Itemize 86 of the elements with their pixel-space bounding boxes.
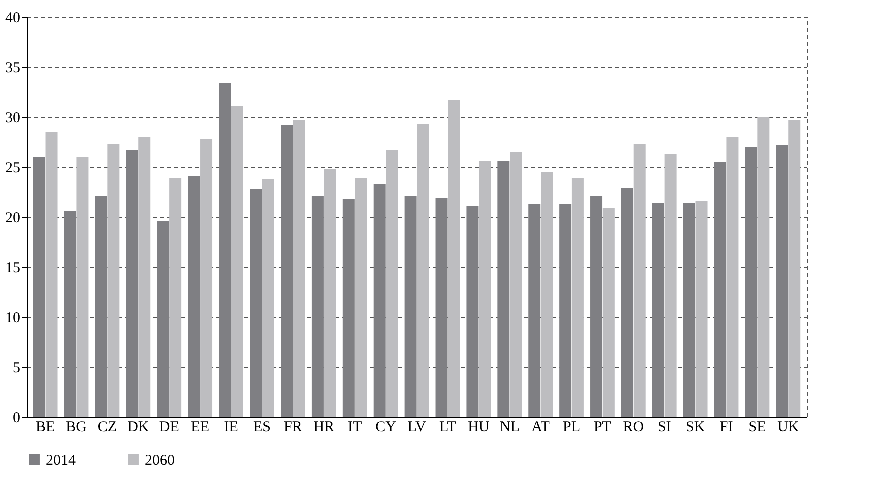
bar [231, 106, 244, 417]
x-tick-label: NL [500, 420, 520, 436]
bar [602, 208, 615, 417]
y-tick-label: 25 [6, 160, 20, 176]
bar [200, 139, 213, 417]
bar [466, 206, 479, 417]
x-tick-label: SK [686, 420, 706, 436]
bar [386, 150, 398, 417]
x-tick-label: SE [748, 420, 766, 436]
y-tick-label: 15 [6, 260, 20, 276]
x-tick-label: UK [778, 420, 800, 436]
bar [219, 83, 232, 417]
x-tick-label: EE [191, 420, 210, 436]
x-tick-label: HU [468, 420, 490, 436]
bar [528, 204, 541, 417]
bar [64, 211, 76, 417]
x-tick-label: AT [532, 420, 550, 436]
x-tick-label: FR [284, 420, 302, 436]
x-tick-label: IT [348, 420, 362, 436]
bar [417, 124, 430, 417]
x-tick-label: CZ [98, 420, 118, 436]
x-tick-label: RO [623, 420, 644, 436]
bar [683, 203, 696, 417]
y-tick-label: 5 [13, 360, 20, 376]
bar [652, 203, 664, 417]
bar [788, 120, 801, 417]
bar [664, 154, 677, 417]
x-tick-label: IE [224, 420, 238, 436]
bar [696, 201, 708, 417]
y-tick-label: 35 [6, 60, 20, 76]
x-tick-label: HR [314, 420, 335, 436]
bar [33, 157, 46, 417]
bar [745, 147, 758, 417]
bar [541, 172, 553, 417]
bar [726, 137, 739, 417]
bar [634, 144, 646, 417]
y-tick-label: 30 [6, 110, 20, 126]
bar [324, 169, 336, 417]
x-tick-label: BE [36, 420, 56, 436]
bar [126, 150, 138, 417]
x-tick-label: PL [563, 420, 581, 436]
x-tick-label: ES [253, 420, 271, 436]
bar [46, 132, 58, 417]
bar [560, 204, 572, 417]
bar [404, 196, 417, 417]
bar [621, 188, 634, 417]
bar [108, 144, 120, 417]
bar [157, 221, 170, 417]
bar [95, 196, 108, 417]
bar [479, 161, 492, 417]
x-tick-label: DK [128, 420, 150, 436]
bar [293, 120, 306, 417]
bar [76, 157, 89, 417]
bar [572, 178, 584, 417]
x-tick-label: BG [66, 420, 88, 436]
bar [342, 199, 355, 417]
y-tick-label: 0 [13, 410, 20, 426]
bar [448, 100, 460, 417]
y-tick-label: 40 [6, 10, 20, 26]
bar [312, 196, 324, 417]
x-tick-label: FI [720, 420, 734, 436]
x-tick-label: LT [439, 420, 456, 436]
x-tick-label: CY [376, 420, 397, 436]
bar [498, 161, 510, 417]
bar [138, 137, 151, 417]
y-tick-label: 10 [6, 310, 20, 326]
legend-label: 2014 [46, 452, 76, 469]
legend-label: 2060 [145, 452, 175, 469]
x-tick-label: LV [408, 420, 426, 436]
bar [188, 176, 200, 417]
bar [374, 184, 386, 417]
bar [355, 178, 368, 417]
bar [250, 189, 262, 417]
x-tick-label: DE [159, 420, 180, 436]
bar [281, 125, 293, 417]
x-tick-label: SI [658, 420, 672, 436]
bar [776, 145, 788, 417]
bar [714, 162, 726, 417]
bar [510, 152, 522, 417]
y-tick-label: 20 [6, 210, 20, 226]
bar [590, 196, 603, 417]
bar [170, 178, 182, 417]
bar [262, 179, 274, 417]
bar [436, 198, 448, 417]
x-tick-label: PT [594, 420, 612, 436]
bar [758, 117, 770, 417]
